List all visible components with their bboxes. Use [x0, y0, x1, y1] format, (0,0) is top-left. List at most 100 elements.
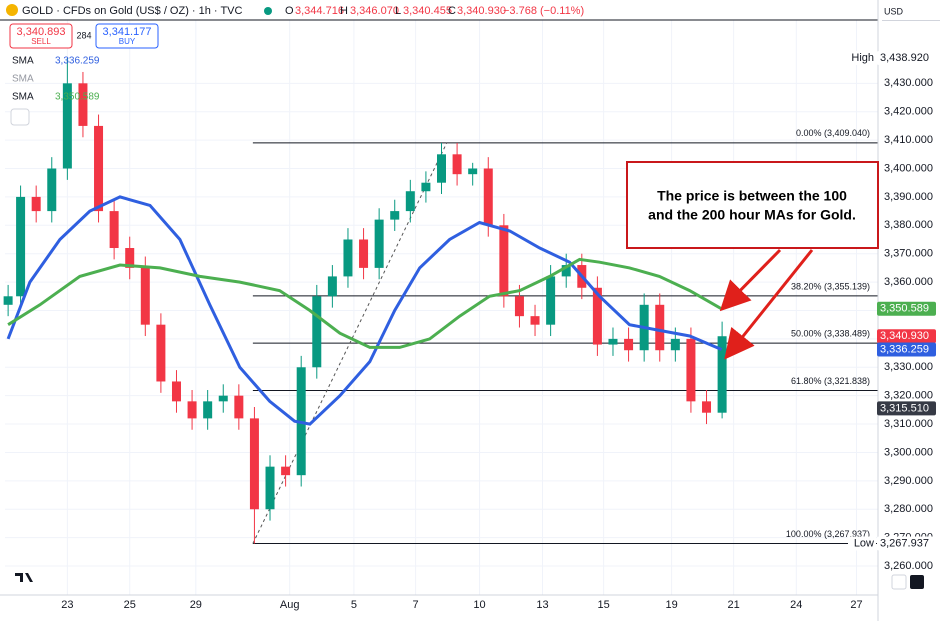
y-tick-label: 3,390.000 — [884, 191, 933, 203]
y-tick-label: 3,420.000 — [884, 106, 933, 118]
ma-line — [7, 257, 723, 349]
currency: USD — [884, 6, 904, 16]
y-tick-label: 3,410.000 — [884, 134, 933, 146]
candle-body — [546, 276, 556, 325]
y-tick-label: 3,370.000 — [884, 248, 933, 260]
indicator-value: 3,350.589 — [55, 92, 100, 103]
candle-body — [312, 296, 322, 368]
candle-body — [405, 191, 415, 212]
candle-body — [234, 395, 244, 419]
candle-body — [437, 154, 446, 183]
candle-body — [187, 401, 197, 419]
candle-body — [343, 239, 353, 277]
y-tick-label: 3,380.000 — [884, 219, 933, 231]
candle-body — [78, 83, 88, 126]
candle-body — [249, 418, 259, 510]
candle-body — [359, 239, 369, 268]
x-tick-label: 27 — [850, 599, 862, 611]
buy-price: 3,341.177 — [103, 26, 152, 38]
candle-body — [374, 219, 384, 268]
candle-body — [140, 267, 150, 325]
fib-label: 0.00% (3,409.040) — [796, 128, 870, 138]
candle-body — [31, 196, 41, 212]
price-tag-name-bg — [848, 50, 876, 65]
candle-body — [390, 211, 400, 220]
price-tag-label: 3,350.589 — [880, 303, 929, 315]
candle-body — [156, 324, 166, 382]
candle-body — [3, 296, 13, 305]
ohlc-label: O — [285, 5, 294, 17]
collapse-button[interactable] — [10, 108, 30, 126]
x-tick-label: 19 — [665, 599, 677, 611]
price-tag-name: High — [851, 52, 874, 64]
price-tag — [877, 536, 936, 551]
arrow — [724, 249, 814, 360]
candle-body — [47, 168, 57, 212]
y-tick-label: 3,300.000 — [884, 446, 933, 458]
candle-body — [421, 182, 431, 192]
annotation-text: and the 200 hour MAs for Gold. — [648, 207, 856, 223]
y-tick-label: 3,280.000 — [884, 503, 933, 515]
y-tick-label: 3,330.000 — [884, 361, 933, 373]
price-tag — [877, 301, 936, 316]
candle-body — [125, 248, 135, 268]
x-tick-label: 13 — [536, 599, 548, 611]
fib-label: 50.00% (3,338.489) — [791, 329, 870, 339]
buy-label: BUY — [119, 37, 136, 46]
candle-body — [16, 196, 26, 297]
auto-button[interactable] — [891, 574, 907, 590]
candle-body — [499, 225, 509, 297]
divider — [882, 20, 940, 21]
candle-body — [624, 338, 634, 351]
indicator-name: SMA — [12, 56, 34, 67]
price-tag — [877, 329, 936, 344]
candle-body — [62, 83, 72, 169]
ohlc-label: H — [340, 5, 348, 17]
candle-body — [171, 381, 181, 402]
candle-body — [265, 466, 275, 510]
log-button[interactable] — [910, 575, 924, 589]
fib-label: 38.20% (3,355.139) — [791, 281, 870, 291]
logo — [15, 573, 33, 582]
annotation-text: The price is between the 100 — [657, 188, 847, 204]
spread: 284 — [76, 30, 91, 40]
indicator-name: SMA — [12, 74, 34, 85]
candle-body — [514, 296, 524, 317]
candle-body — [452, 154, 462, 175]
symbol-icon — [6, 4, 18, 16]
price-tag — [877, 50, 936, 65]
price-tag-label: 3,340.930 — [880, 330, 929, 342]
ohlc-value: 3,340.455 — [403, 5, 452, 17]
annotation-box — [626, 161, 879, 249]
x-tick-label: 10 — [473, 599, 485, 611]
candle-body — [561, 265, 571, 277]
ohlc-label: C — [448, 5, 456, 17]
price-tag-label: 3,315.510 — [880, 402, 929, 414]
ohlc-value: 3,344.716 — [295, 5, 344, 17]
buy-button[interactable] — [95, 23, 159, 49]
candle-body — [530, 316, 540, 325]
price-tag-label: 3,336.259 — [880, 343, 929, 355]
sell-price: 3,340.893 — [17, 26, 66, 38]
indicator-name: SMA — [12, 92, 34, 103]
y-tick-label: 3,310.000 — [884, 418, 933, 430]
ohlc-value: 3,346.070 — [350, 5, 399, 17]
sell-label: SELL — [31, 37, 51, 46]
candle-body — [483, 168, 493, 226]
candle-body — [608, 338, 618, 345]
plot: 0.00% (3,409.040) 38.20% (3,355.139) 50.00… — [3, 20, 878, 595]
candle-body — [94, 125, 104, 212]
sell-button[interactable] — [9, 23, 73, 49]
candle-body — [281, 466, 291, 476]
price-tag-label: 3,267.937 — [880, 537, 929, 549]
y-tick-label: 3,360.000 — [884, 276, 933, 288]
candle-body — [686, 338, 696, 402]
candle-body — [203, 401, 213, 419]
x-tick-label: 24 — [790, 599, 802, 611]
y-tick-label: 3,260.000 — [884, 560, 933, 572]
candle-body — [327, 276, 337, 297]
candle-body — [702, 401, 712, 413]
status-dot — [264, 7, 272, 15]
